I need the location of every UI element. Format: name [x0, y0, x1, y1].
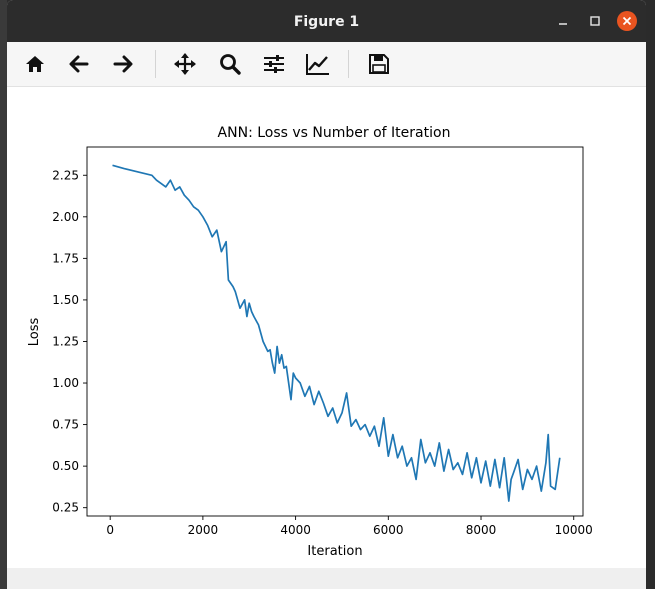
zoom-magnifier-icon: [220, 54, 241, 75]
minimize-icon: [559, 23, 567, 25]
toolbar-separator: [348, 50, 349, 78]
x-tick-label: 2000: [188, 523, 219, 537]
x-axis-ticks: 0 2000 4000 6000 8000 10000: [106, 516, 593, 537]
loss-chart[interactable]: ANN: Loss vs Number of Iteration 0 2000 40…: [7, 87, 646, 568]
y-tick-label: 1.75: [52, 251, 79, 265]
y-tick-label: 0.25: [52, 501, 79, 515]
y-tick-label: 0.50: [52, 459, 79, 473]
figure-canvas[interactable]: ANN: Loss vs Number of Iteration 0 2000 40…: [7, 87, 646, 568]
figure-window: Figure 1: [7, 0, 646, 589]
pan-move-icon: [174, 53, 196, 75]
maximize-button[interactable]: [585, 11, 605, 31]
zoom-button[interactable]: [216, 51, 244, 77]
title-bar[interactable]: Figure 1: [7, 0, 646, 42]
edit-axis-button[interactable]: [304, 51, 332, 77]
y-tick-label: 2.00: [52, 210, 79, 224]
y-tick-label: 1.25: [52, 334, 79, 348]
back-button[interactable]: [65, 51, 93, 77]
y-tick-label: 2.25: [52, 168, 79, 182]
configure-subplots-button[interactable]: [260, 51, 288, 77]
status-bar: [7, 568, 646, 589]
edit-axis-icon: [306, 54, 329, 75]
save-floppy-icon: [369, 54, 389, 74]
forward-arrow-icon: [113, 55, 133, 73]
x-tick-label: 0: [106, 523, 114, 537]
home-button[interactable]: [21, 51, 49, 77]
y-tick-label: 1.50: [52, 293, 79, 307]
close-button[interactable]: [617, 11, 637, 31]
configure-subplots-icon: [264, 55, 284, 73]
minimize-button[interactable]: [553, 11, 573, 31]
y-tick-label: 0.75: [52, 418, 79, 432]
y-tick-label: 1.00: [52, 376, 79, 390]
toolbar-separator: [155, 50, 156, 78]
background-left-edge: [0, 0, 7, 589]
window-title: Figure 1: [293, 14, 360, 30]
x-tick-label: 6000: [373, 523, 404, 537]
loss-series-line: [112, 164, 561, 502]
y-axis-label: Loss: [27, 318, 42, 347]
pan-button[interactable]: [171, 51, 199, 77]
x-tick-label: 10000: [555, 523, 593, 537]
home-icon: [26, 56, 44, 72]
save-button[interactable]: [365, 51, 393, 77]
x-tick-label: 8000: [466, 523, 497, 537]
x-tick-label: 4000: [280, 523, 311, 537]
maximize-icon: [590, 16, 600, 26]
close-icon: [622, 16, 632, 26]
forward-button[interactable]: [109, 51, 137, 77]
x-axis-label: Iteration: [307, 544, 362, 559]
background-right-edge: [646, 0, 655, 589]
chart-title: ANN: Loss vs Number of Iteration: [218, 125, 451, 141]
plot-area-frame: [86, 146, 584, 517]
navigation-toolbar: [7, 42, 646, 87]
back-arrow-icon: [69, 55, 89, 73]
y-axis-ticks: 0.25 0.50 0.75 1.00 1.25 1.50 1.75 2.00 2.25: [52, 168, 87, 515]
